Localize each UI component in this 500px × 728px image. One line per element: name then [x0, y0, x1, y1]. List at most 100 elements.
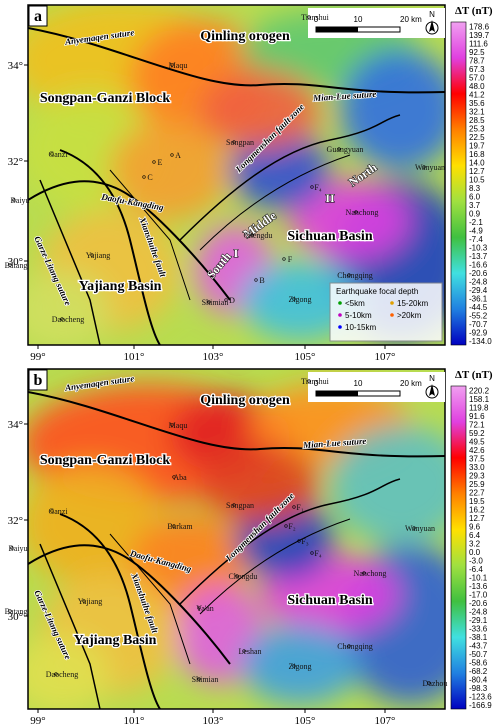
colorbar-label: -24.8 — [469, 607, 488, 616]
fault — [179, 478, 401, 605]
colorbar-label: -50.7 — [469, 650, 488, 659]
place-label: F₃ — [301, 537, 308, 546]
panel-label-box — [28, 369, 48, 391]
place-dot — [235, 574, 239, 578]
place-label: Yajiang Basin — [74, 633, 157, 648]
place-dot — [90, 253, 94, 257]
place-dot — [197, 606, 201, 610]
colorbar-label: 3.7 — [469, 201, 481, 210]
place-label: Ganzi — [48, 507, 68, 516]
place-dot — [427, 681, 431, 685]
panel-label-box — [28, 5, 48, 27]
place-label: Chongqing — [337, 642, 373, 651]
colorbar-label: -20.6 — [469, 269, 488, 278]
colorbar-label: -3.0 — [469, 556, 483, 565]
place-dot — [10, 546, 14, 550]
place-dot — [362, 571, 366, 575]
place-label: II — [325, 191, 335, 205]
place-label: Shimian — [192, 675, 219, 684]
anomaly — [28, 5, 445, 345]
panel-label: b — [34, 372, 43, 389]
colorbar-label: -80.4 — [469, 675, 488, 684]
colorbar-label: 158.1 — [469, 395, 490, 404]
colorbar-label: -92.9 — [469, 328, 488, 337]
fault — [28, 180, 231, 301]
legend-marker — [338, 313, 342, 317]
place-label: Nanchong — [354, 569, 387, 578]
place-dot — [310, 551, 314, 555]
anomaly-blob — [200, 70, 320, 150]
colorbar-label: -20.6 — [469, 599, 488, 608]
colorbar-label: 42.6 — [469, 446, 485, 455]
place-label: Songpan-Ganzi Block — [40, 91, 171, 106]
place-label: Aba — [173, 473, 187, 482]
place-label: Wanyuan — [415, 163, 445, 172]
place-dot — [307, 15, 311, 19]
x-tick-label: 103° — [203, 351, 224, 363]
place-label: Ya'an — [196, 604, 214, 613]
place-dot — [152, 160, 156, 164]
place-label: Maqu — [169, 61, 188, 70]
fault — [28, 544, 231, 665]
colorbar-label: -70.7 — [469, 320, 488, 329]
legend-label: 10-15km — [345, 323, 376, 332]
place-label: Tianshui — [301, 377, 329, 386]
colorbar-label: 41.2 — [469, 90, 485, 99]
colorbar-label: 35.6 — [469, 99, 485, 108]
place-dot — [307, 379, 311, 383]
colorbar-label: 59.2 — [469, 429, 485, 438]
x-tick-label: 103° — [203, 715, 224, 727]
legend-title: Earthquake focal depth — [336, 287, 418, 296]
place-label: Chengdu — [244, 231, 273, 240]
place-label: Leshan — [238, 647, 261, 656]
place-label: F₄ — [314, 183, 321, 192]
place-dot — [282, 257, 286, 261]
fault — [179, 114, 401, 241]
colorbar-label: -10.3 — [469, 243, 488, 252]
colorbar-label: 12.7 — [469, 514, 485, 523]
place-dot — [422, 165, 426, 169]
anomaly-blob — [290, 180, 410, 260]
colorbar-label: 33.0 — [469, 463, 485, 472]
colorbar-label: 139.7 — [469, 31, 490, 40]
colorbar-label: 6.4 — [469, 531, 481, 540]
place-dot — [297, 539, 301, 543]
place-label: Daocheng — [52, 315, 84, 324]
scale-label: 20 km — [400, 15, 422, 24]
scale-label: 10 — [354, 379, 363, 388]
place-dot — [292, 297, 296, 301]
colorbar-label: -68.2 — [469, 667, 488, 676]
anomaly-blob — [240, 624, 360, 704]
place-label: Dazhou — [423, 679, 448, 688]
place-dot — [170, 153, 174, 157]
legend-marker — [390, 313, 394, 317]
colorbar-label: 32.1 — [469, 107, 485, 116]
y-tick-label: 34° — [8, 419, 23, 431]
place-dot — [170, 63, 174, 67]
colorbar-label: 57.0 — [469, 73, 485, 82]
place-dot — [354, 210, 358, 214]
scale-label: 20 km — [400, 379, 422, 388]
place-label: A — [175, 151, 181, 160]
colorbar-label: 8.3 — [469, 184, 481, 193]
place-label: Qinling orogen — [200, 29, 290, 44]
fault — [28, 27, 445, 94]
colorbar-label: 49.5 — [469, 437, 485, 446]
colorbar-label: 12.7 — [469, 167, 485, 176]
place-dot — [50, 152, 54, 156]
place-label: Wanyuan — [405, 524, 435, 533]
place-label: Chongqing — [337, 271, 373, 280]
anomaly-blob — [28, 634, 110, 709]
legend-label: 5-10km — [345, 311, 372, 320]
map-frame — [27, 4, 446, 346]
fault — [28, 391, 445, 458]
colorbar-label: -58.6 — [469, 658, 488, 667]
place-dot — [232, 140, 236, 144]
map — [28, 369, 445, 709]
place-dot — [242, 649, 246, 653]
place-dot — [170, 423, 174, 427]
scale-box — [308, 372, 445, 402]
x-tick-label: 101° — [124, 351, 145, 363]
colorbar-label: -43.7 — [469, 641, 488, 650]
colorbar-label: -2.1 — [469, 218, 483, 227]
